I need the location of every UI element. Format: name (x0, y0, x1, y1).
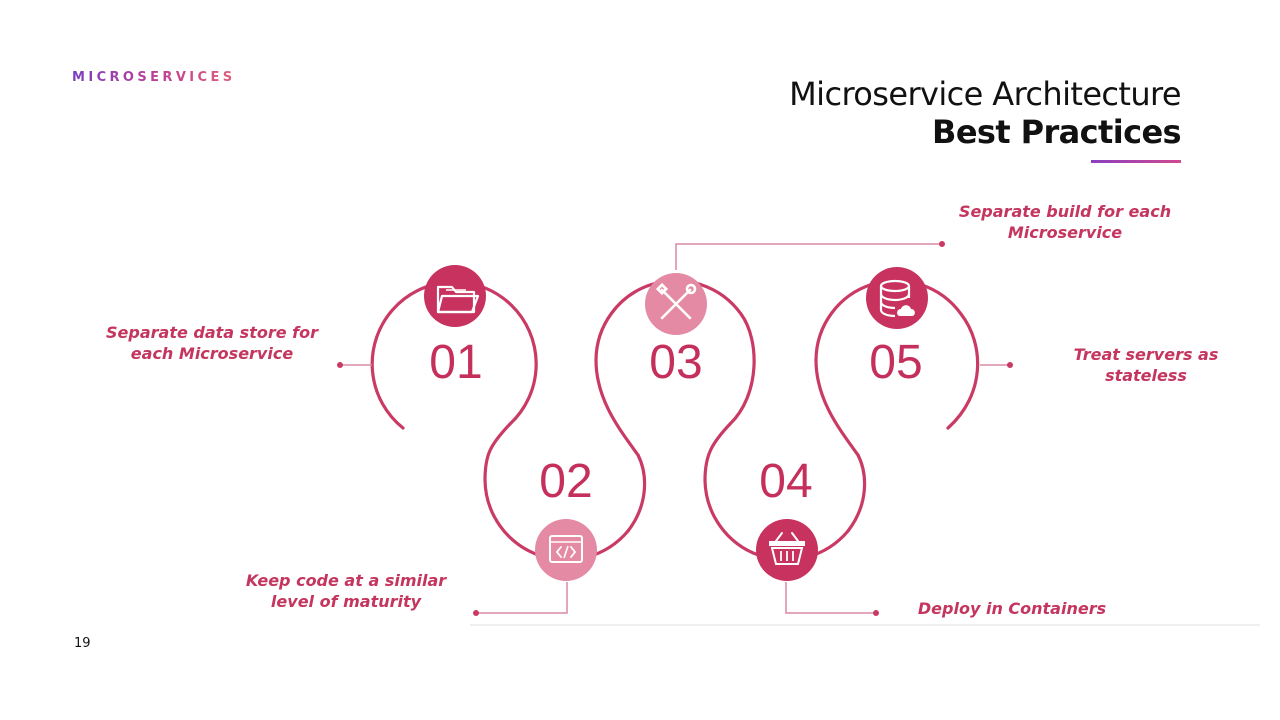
label-01-line1: Separate data store for (106, 323, 319, 342)
label-02-line2: level of maturity (271, 592, 422, 611)
label-01: Separate data store for each Microservic… (106, 323, 319, 363)
step-number-03: 03 (649, 336, 702, 389)
section-kicker: MICROSERVICES (72, 70, 236, 85)
leader-dot-03 (939, 241, 945, 247)
leader-dot-01 (337, 362, 343, 368)
step-number-04: 04 (759, 455, 812, 508)
database-cloud-icon (866, 267, 928, 329)
step-number-01: 01 (429, 336, 482, 389)
folder-icon (424, 265, 486, 327)
label-05-line1: Treat servers as (1074, 345, 1219, 364)
connector-02-up (626, 453, 647, 533)
connector-03-04 (703, 422, 732, 482)
label-05: Treat servers as stateless (1074, 345, 1219, 385)
tools-icon (645, 273, 707, 335)
label-04-line2: Deploy in Containers (918, 599, 1106, 618)
label-03-line2: Microservice (1008, 223, 1122, 242)
leader-dot-02 (473, 610, 479, 616)
leader-dot-05 (1007, 362, 1013, 368)
label-02-line1: Keep code at a similar (246, 571, 447, 590)
step-number-02: 02 (539, 455, 592, 508)
loop-05-tail (946, 312, 980, 430)
title-block: Microservice Architecture Best Practices (789, 74, 1181, 150)
label-03: Separate build for each Microservice (959, 202, 1171, 242)
step-number-05: 05 (869, 336, 922, 389)
slide-subtitle: Best Practices (932, 113, 1182, 151)
connector-04-up (846, 453, 867, 533)
leader-line-03 (675, 243, 942, 270)
connector-02-03 (594, 358, 640, 457)
page-number: 19 (74, 636, 91, 651)
loop-03 (594, 279, 743, 362)
leader-line-02 (476, 582, 568, 614)
title-underline (1091, 160, 1181, 163)
label-02: Keep code at a similar level of maturity (246, 571, 447, 611)
label-01-line2: each Microservice (131, 344, 294, 363)
label-04: Deploy in Containers (918, 599, 1106, 618)
label-05-line2: stateless (1105, 366, 1187, 385)
leader-line-04 (785, 582, 876, 614)
connector-03-down (728, 312, 756, 426)
basket-icon (756, 519, 818, 581)
label-03-line1: Separate build for each (959, 202, 1171, 221)
leader-dot-04 (873, 610, 879, 616)
code-icon (535, 519, 597, 581)
slide-title: Microservice Architecture (789, 75, 1181, 113)
connector-01-02 (483, 422, 512, 482)
connector-04-05 (814, 358, 860, 457)
